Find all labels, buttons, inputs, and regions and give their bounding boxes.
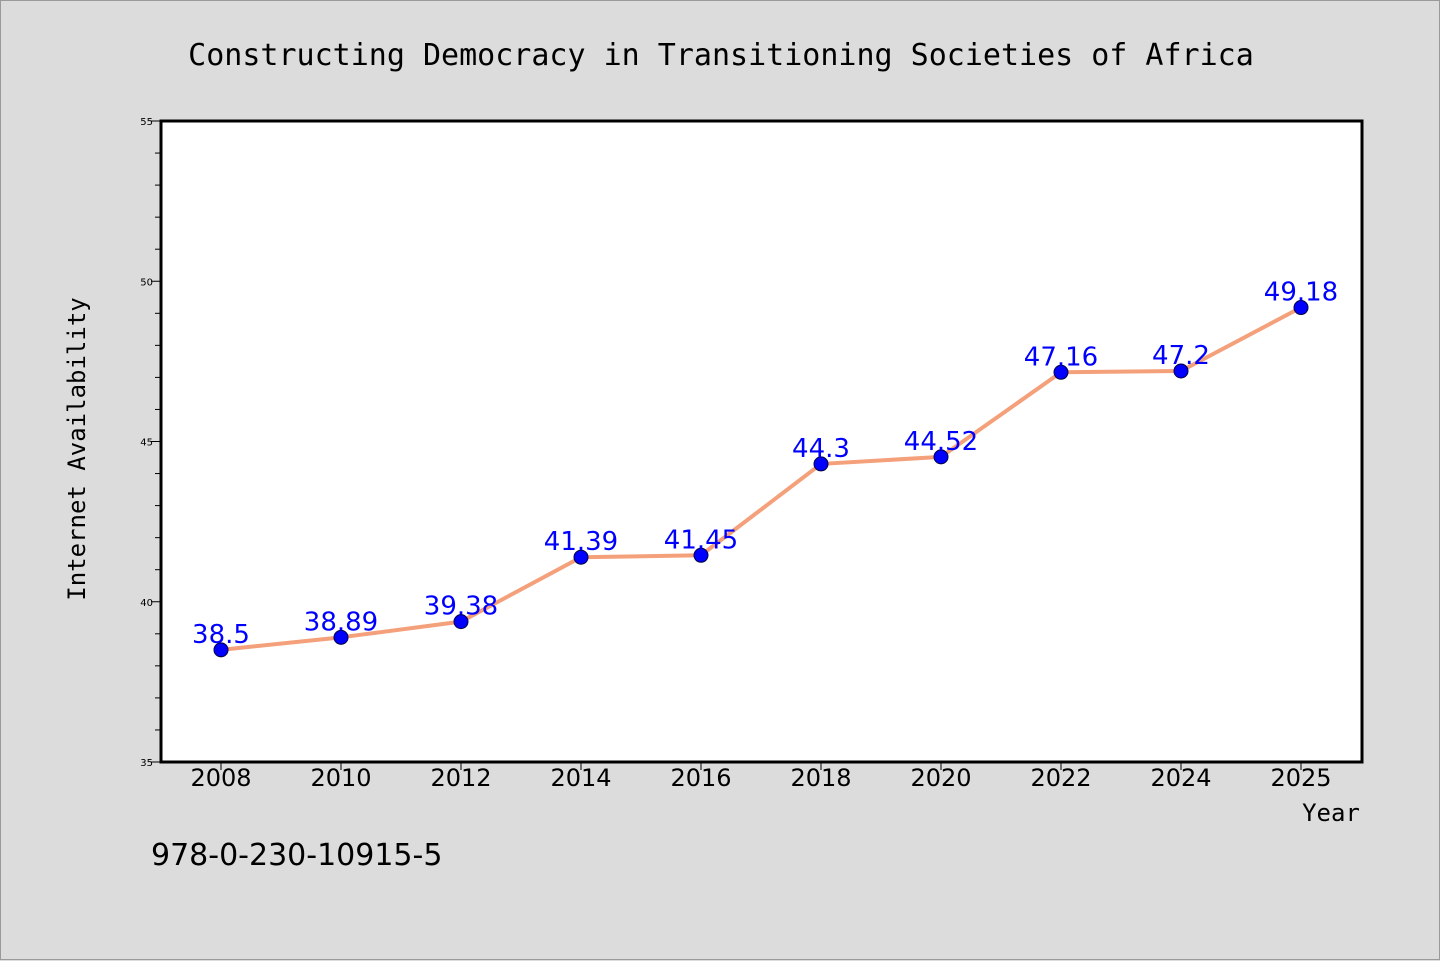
data-label: 49.18: [1264, 278, 1338, 308]
x-tick-label: 2016: [670, 764, 731, 792]
data-point: [1053, 364, 1069, 380]
y-tick-label: 45: [140, 438, 153, 449]
data-point: [693, 547, 709, 563]
x-tick-label: 2025: [1270, 764, 1331, 792]
data-point: [573, 549, 589, 565]
data-label: 39.38: [424, 592, 498, 622]
data-label: 44.3: [792, 434, 850, 464]
y-axis-title: Internet Availability: [63, 297, 91, 600]
data-point: [1293, 300, 1309, 316]
x-tick-label: 2012: [430, 764, 491, 792]
data-point: [453, 614, 469, 630]
y-tick-label: 35: [140, 758, 153, 769]
data-point: [1173, 363, 1189, 379]
data-label: 38.5: [192, 620, 250, 650]
data-label: 47.16: [1024, 342, 1098, 372]
data-label: 44.52: [904, 427, 978, 457]
y-tick-label: 55: [140, 117, 153, 128]
data-label: 41.39: [544, 527, 618, 557]
x-tick-label: 2020: [910, 764, 971, 792]
data-label: 41.45: [664, 525, 738, 555]
plot-area: [159, 119, 1364, 764]
x-axis: 2008 2010 2012 2014 2016 2018 2020 2022 2024 2025: [190, 762, 1332, 792]
chart-title: Constructing Democracy in Transitioning …: [188, 38, 1254, 73]
series-line: [219, 305, 1303, 652]
x-tick-label: 2014: [550, 764, 611, 792]
y-tick-label: 40: [140, 598, 153, 609]
x-tick-label: 2022: [1030, 764, 1091, 792]
isbn-text: 978-0-230-10915-5: [151, 838, 442, 873]
x-tick-label: 2018: [790, 764, 851, 792]
data-point: [933, 449, 949, 465]
y-tick-label: 50: [140, 277, 153, 288]
series-group: 38.5 38.89 39.38 41.39 41.45 44.3 44.52 47.16 47…: [192, 278, 1338, 658]
data-point: [333, 629, 349, 645]
x-tick-label: 2010: [310, 764, 371, 792]
data-label: 47.2: [1152, 341, 1210, 371]
data-label: 38.89: [304, 607, 378, 637]
x-axis-title: Year: [1302, 799, 1360, 827]
y-axis: 35 40 45 50 55: [140, 117, 161, 769]
x-tick-label: 2008: [190, 764, 251, 792]
data-point: [213, 642, 229, 658]
x-tick-label: 2024: [1150, 764, 1211, 792]
data-point: [813, 456, 829, 472]
